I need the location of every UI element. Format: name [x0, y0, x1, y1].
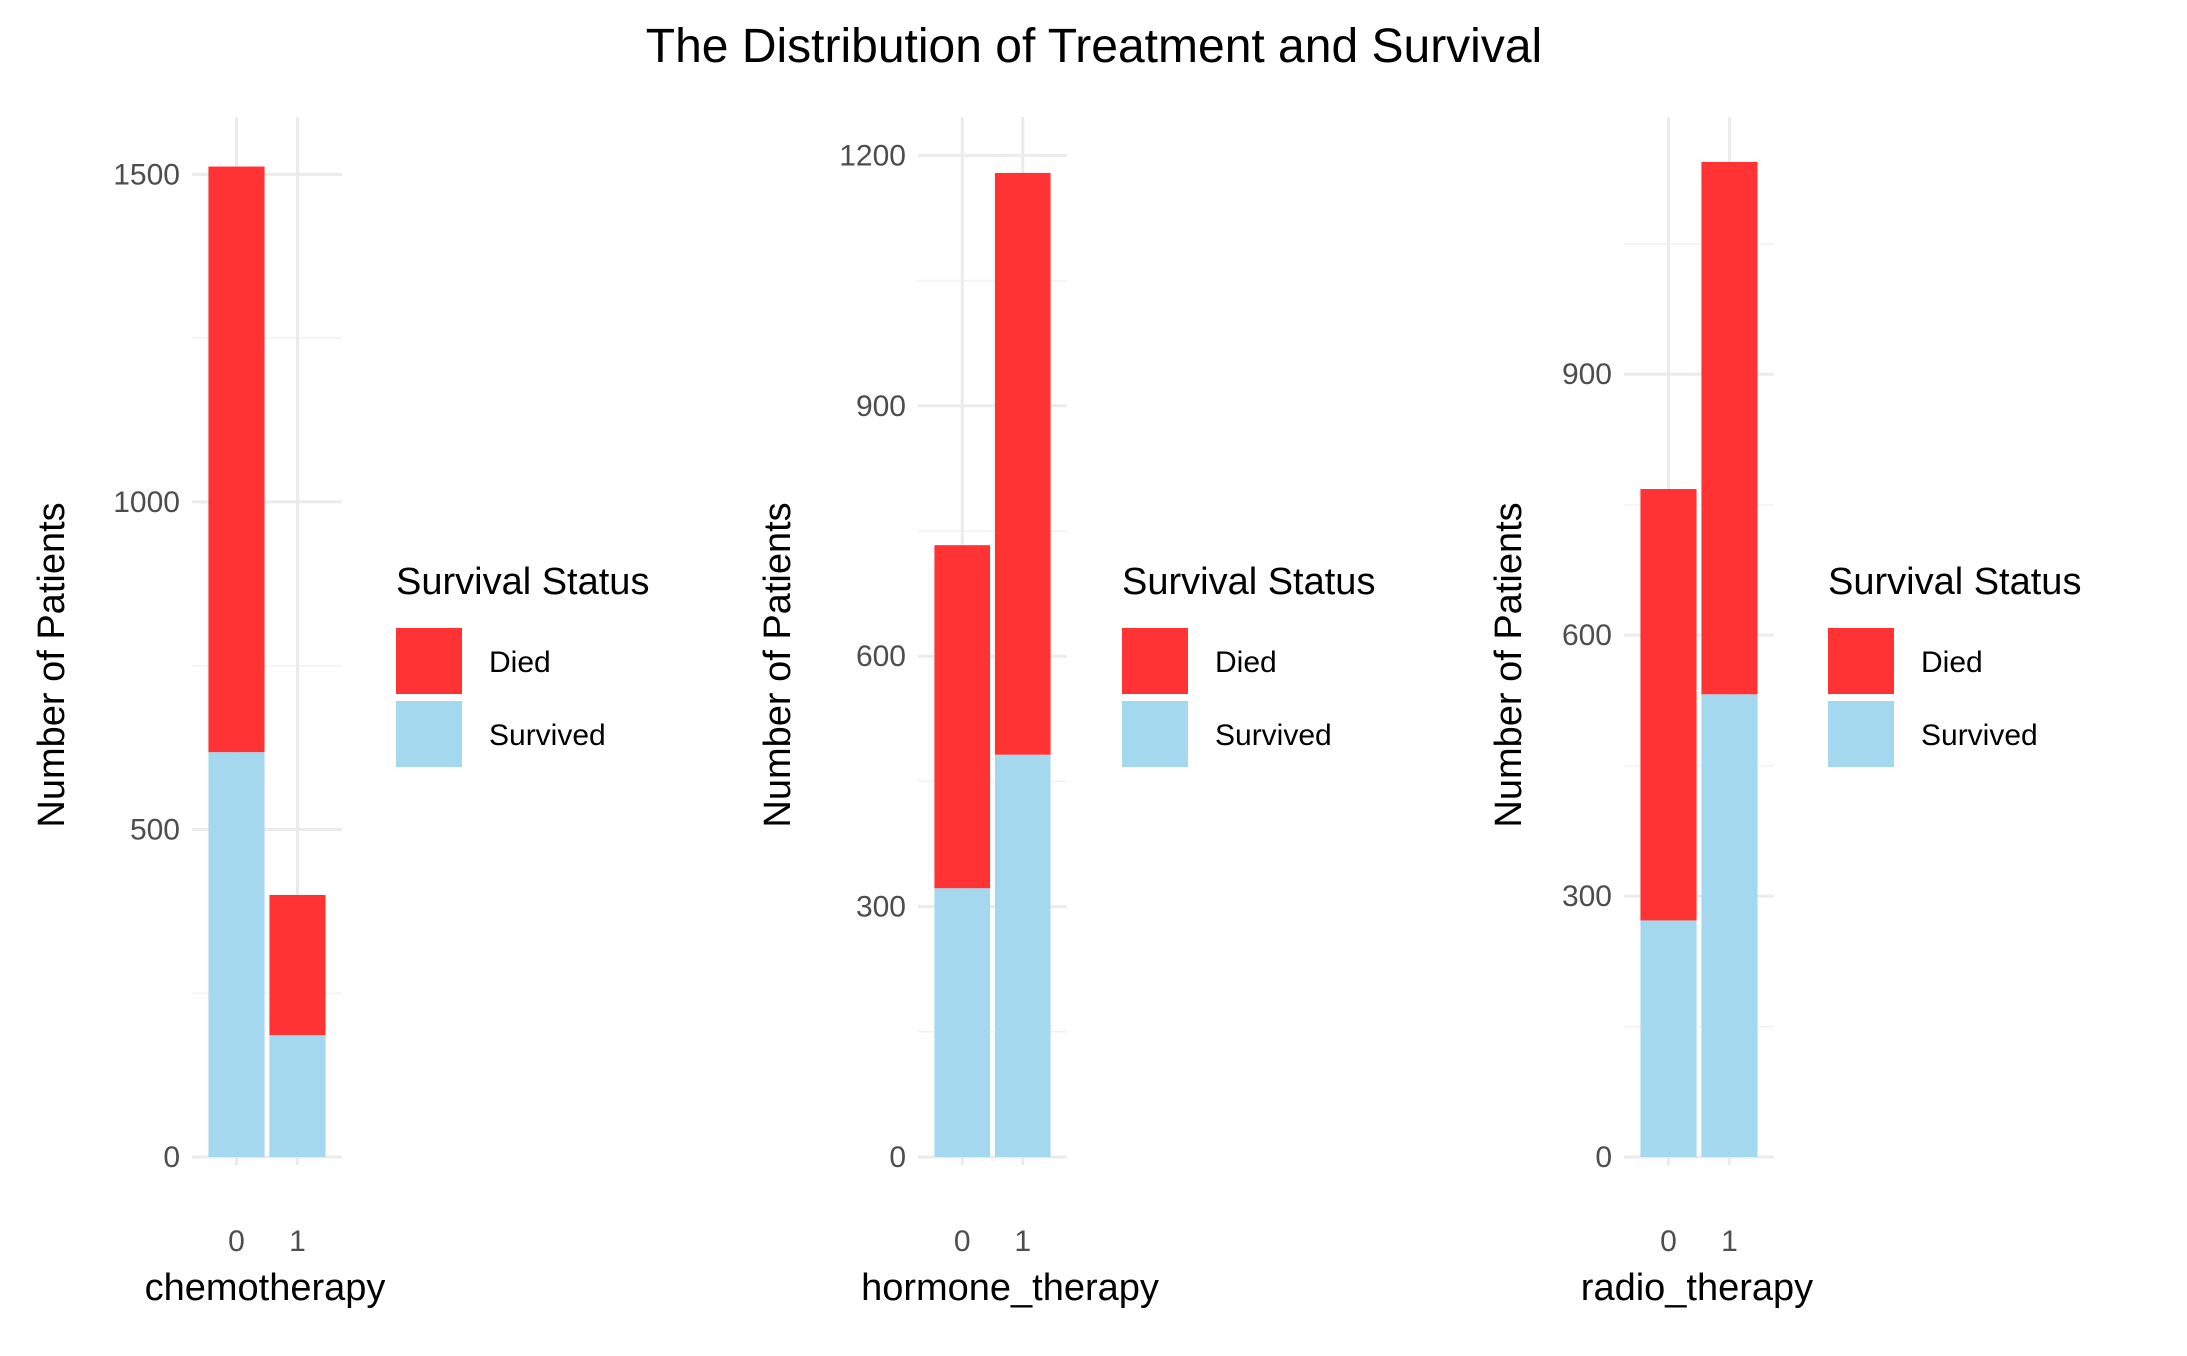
bar-died-1 — [269, 894, 326, 1036]
x-axis-title: hormone_therapy — [861, 1267, 1159, 1309]
legend: Survival Status Died Survived — [1122, 561, 1375, 767]
y-tick-label: 0 — [1595, 1141, 1612, 1174]
legend-label-survived: Survived — [1921, 719, 2038, 752]
legend-label-died: Died — [1921, 646, 1983, 679]
y-axis-title: Number of Patients — [757, 502, 799, 827]
y-tick-label: 1500 — [113, 158, 180, 191]
y-tick-label: 500 — [130, 813, 180, 846]
legend: Survival Status Died Survived — [396, 561, 649, 767]
legend-key-died — [1828, 628, 1894, 694]
bar-died-1 — [994, 172, 1051, 755]
legend-label-survived: Survived — [1215, 719, 1332, 752]
y-tick-label: 0 — [163, 1141, 180, 1174]
x-tick-label: 0 — [954, 1225, 971, 1258]
panel-radio_therapy: 0 300 600 900 0 1 radio_therapy Number of Patie… — [1488, 117, 2081, 1309]
legend-title: Survival Status — [1828, 561, 2081, 603]
y-tick-label: 600 — [1562, 619, 1612, 652]
bar-survived-0 — [208, 752, 265, 1157]
y-tick-label: 0 — [889, 1141, 906, 1174]
panel-chemotherapy: 0 500 1000 1500 0 1 chemotherapy Number of Pati… — [31, 117, 649, 1309]
legend-key-survived — [396, 701, 462, 767]
legend-key-died — [1122, 628, 1188, 694]
y-tick-label: 300 — [1562, 880, 1612, 913]
bar-died-0 — [1640, 489, 1697, 921]
x-axis-title: chemotherapy — [145, 1267, 386, 1309]
bar-survived-0 — [934, 888, 991, 1157]
bar-died-0 — [934, 545, 991, 889]
x-tick-label: 0 — [1660, 1225, 1677, 1258]
legend: Survival Status Died Survived — [1828, 561, 2081, 767]
bar-survived-1 — [269, 1035, 326, 1157]
x-tick-label: 1 — [1014, 1225, 1031, 1258]
legend-key-survived — [1122, 701, 1188, 767]
legend-label-survived: Survived — [489, 719, 606, 752]
bar-died-1 — [1701, 162, 1758, 695]
legend-title: Survival Status — [1122, 561, 1375, 603]
plot-title: The Distribution of Treatment and Surviv… — [646, 20, 1542, 73]
x-tick-label: 1 — [1721, 1225, 1738, 1258]
legend-label-died: Died — [489, 646, 551, 679]
legend-key-died — [396, 628, 462, 694]
x-tick-label: 1 — [289, 1225, 306, 1258]
x-axis-title: radio_therapy — [1581, 1267, 1813, 1309]
legend-key-survived — [1828, 701, 1894, 767]
bar-survived-0 — [1640, 920, 1697, 1157]
y-tick-label: 600 — [856, 640, 906, 673]
legend-title: Survival Status — [396, 561, 649, 603]
y-tick-label: 1000 — [113, 486, 180, 519]
y-tick-label: 300 — [856, 891, 906, 924]
panel-hormone_therapy: 0 300 600 900 1200 0 1 hormone_therapy Number of… — [757, 117, 1375, 1309]
y-tick-label: 1200 — [839, 139, 906, 172]
legend-label-died: Died — [1215, 646, 1277, 679]
y-axis-title: Number of Patients — [1488, 502, 1530, 827]
bar-survived-1 — [994, 754, 1051, 1157]
x-tick-label: 0 — [228, 1225, 245, 1258]
y-axis-title: Number of Patients — [31, 502, 73, 827]
y-tick-label: 900 — [1562, 358, 1612, 391]
bar-died-0 — [208, 166, 265, 753]
bar-survived-1 — [1701, 694, 1758, 1157]
y-tick-label: 900 — [856, 390, 906, 423]
